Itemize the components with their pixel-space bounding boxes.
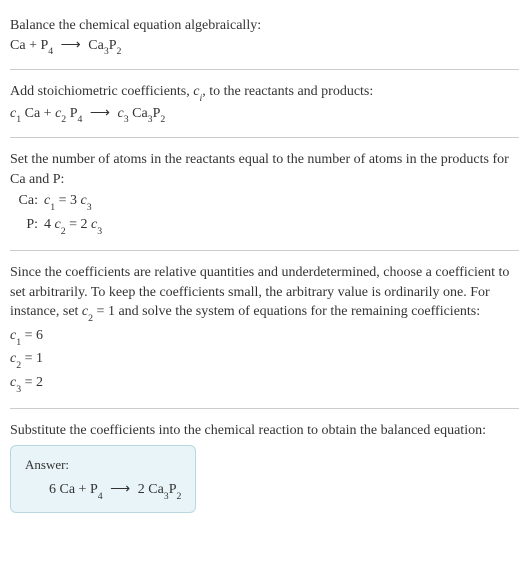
element-label: P: [10, 215, 38, 235]
step4-text: Substitute the coefficients into the che… [10, 421, 519, 441]
problem-statement: Balance the chemical equation algebraica… [10, 8, 519, 65]
rhs-sub: 3 [87, 202, 92, 213]
lhs-c: c [55, 217, 61, 232]
step1-equation: c1 Ca + c2 P4 ⟶ c3 Ca3P2 [10, 104, 519, 126]
plus-sign: + [26, 38, 41, 53]
answer-label: Answer: [25, 456, 181, 474]
c3-sub: 3 [124, 114, 129, 125]
answer-coef1: 6 Ca + [49, 482, 90, 497]
rhs-c: c [81, 193, 87, 208]
product-ca-base: Ca [88, 38, 104, 53]
answer-p: P [90, 482, 98, 497]
divider [10, 69, 519, 70]
divider [10, 408, 519, 409]
answer-p2-sub: 2 [177, 491, 182, 502]
balance-row-ca: Ca: c1 = 3 c3 [10, 191, 519, 213]
step-atom-balance: Set the number of atoms in the reactants… [10, 142, 519, 246]
coeff-line: c2 = 1 [10, 349, 519, 371]
lhs-pre: 4 [44, 217, 55, 232]
c3: c [117, 106, 123, 121]
problem-title: Balance the chemical equation algebraica… [10, 16, 519, 36]
step-substitute: Substitute the coefficients into the che… [10, 413, 519, 520]
coeff-val: = 6 [21, 328, 43, 343]
product-p-sub: 2 [117, 46, 122, 57]
sp2: P [66, 106, 77, 121]
divider [10, 250, 519, 251]
p4-sub: 4 [78, 114, 83, 125]
coeff-line: c1 = 6 [10, 326, 519, 348]
coeff-sub: 2 [16, 360, 21, 371]
reaction-arrow: ⟶ [61, 36, 81, 56]
c1-sub: 1 [16, 114, 21, 125]
sp3: Ca [129, 106, 148, 121]
reactant-ca: Ca [10, 38, 26, 53]
balance-eq: 4 c2 = 2 c3 [44, 215, 102, 237]
ci-sub: i [199, 93, 202, 104]
lhs-sub: 2 [61, 226, 66, 237]
problem-equation: Ca + P4 ⟶ Ca3P2 [10, 36, 519, 58]
answer-p-sub: 4 [98, 491, 103, 502]
answer-box: Answer: 6 Ca + P4 ⟶ 2 Ca3P2 [10, 445, 196, 513]
step1-text-b: , to the reactants and products: [202, 84, 373, 99]
lhs-sub: 1 [50, 202, 55, 213]
rhs-sub: 3 [97, 226, 102, 237]
step-solve: Since the coefficients are relative quan… [10, 255, 519, 404]
coeff-sub: 3 [16, 384, 21, 395]
product-ca-sub: 3 [104, 46, 109, 57]
c2-sub: 2 [61, 114, 66, 125]
step1-text-a: Add stoichiometric coefficients, [10, 84, 193, 99]
sp1: Ca + [21, 106, 55, 121]
coeff-val: = 2 [21, 375, 43, 390]
eq-mid: = 2 [66, 217, 91, 232]
divider [10, 137, 519, 138]
balance-row-p: P: 4 c2 = 2 c3 [10, 215, 519, 237]
answer-p2: P [169, 482, 177, 497]
step3-text: Since the coefficients are relative quan… [10, 263, 519, 324]
element-label: Ca: [10, 191, 38, 211]
balance-eq: c1 = 3 c3 [44, 191, 92, 213]
answer-coef2: 2 Ca [138, 482, 164, 497]
step3-text-b: = 1 and solve the system of equations fo… [93, 304, 480, 319]
ca3-sub: 3 [148, 114, 153, 125]
step1-text: Add stoichiometric coefficients, ci, to … [10, 82, 519, 104]
reaction-arrow: ⟶ [110, 480, 130, 500]
coeff-line: c3 = 2 [10, 373, 519, 395]
step2-text: Set the number of atoms in the reactants… [10, 150, 519, 189]
coeff-val: = 1 [21, 351, 43, 366]
reactant-p4-sub: 4 [48, 46, 53, 57]
answer-equation: 6 Ca + P4 ⟶ 2 Ca3P2 [25, 480, 181, 502]
eq-mid: = 3 [55, 193, 80, 208]
c2-sub: 2 [88, 313, 93, 324]
product-p-base: P [109, 38, 117, 53]
answer-ca-sub: 3 [164, 491, 169, 502]
coeff-sub: 1 [16, 337, 21, 348]
p2-sub: 2 [160, 114, 165, 125]
reaction-arrow: ⟶ [90, 104, 110, 124]
step-coefficients: Add stoichiometric coefficients, c i, to … [10, 74, 519, 133]
